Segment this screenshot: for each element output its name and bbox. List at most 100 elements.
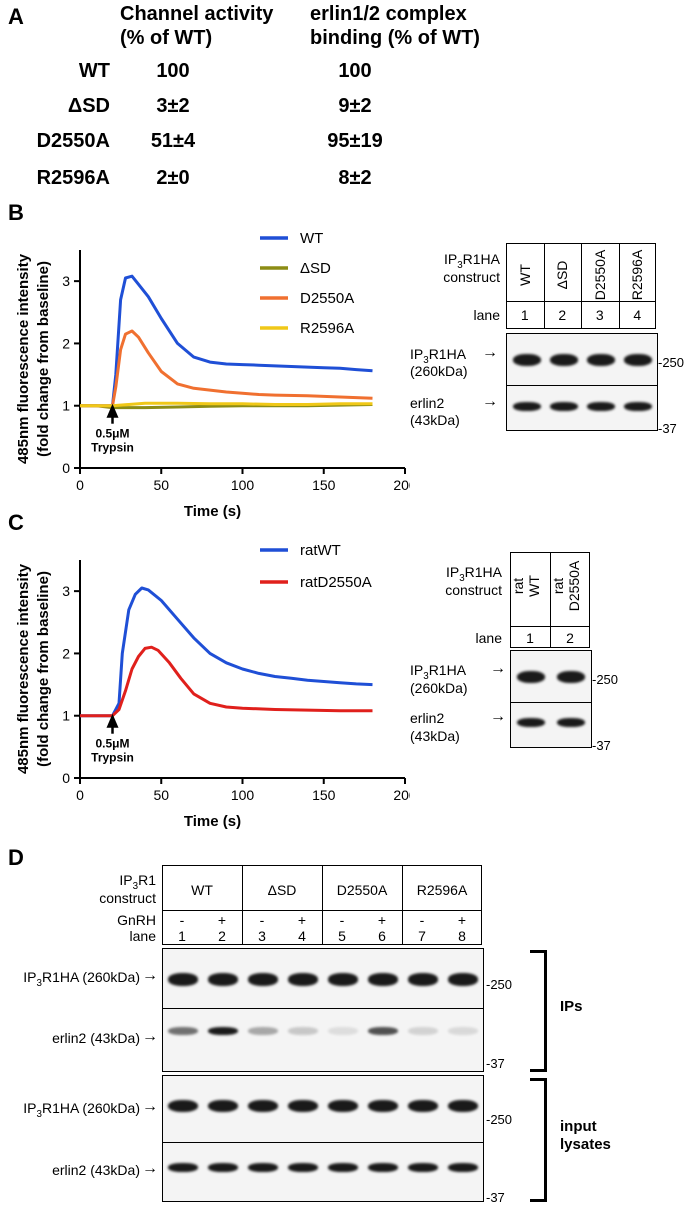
lane-name: D2550A — [591, 249, 608, 301]
chart-b: 0 1 2 3 0 50 100 150 200 Time (s) 485nm fluorescen… — [15, 230, 410, 520]
protein-band — [288, 1163, 318, 1172]
x-tick-label: 100 — [231, 477, 255, 493]
protein-band — [587, 402, 615, 411]
panel-letter-c: C — [8, 510, 24, 535]
mw-marker: -250 — [486, 1112, 513, 1127]
series-line — [80, 274, 373, 408]
arrow-up-icon — [106, 713, 119, 728]
legend-label: WT — [300, 230, 323, 247]
protein-band — [368, 1027, 398, 1035]
lane-number: 7 — [418, 928, 426, 944]
gnrh-value: + — [457, 912, 467, 928]
protein-band — [288, 973, 318, 986]
protein-band — [368, 1163, 398, 1172]
protein-band — [517, 718, 545, 727]
lane-number: 2 — [558, 307, 567, 323]
row-label: IP3R1HA (260kDa) — [23, 1099, 140, 1120]
lane-name: rat D2550A — [550, 546, 590, 626]
gnrh-value: - — [419, 912, 425, 928]
protein-band — [168, 1163, 198, 1172]
protein-band — [208, 973, 238, 986]
bracket-label: IPs — [560, 998, 583, 1015]
panel-letter-d: D — [8, 845, 24, 870]
legend-label: ΔSD — [300, 260, 331, 277]
chart-c: 0 1 2 3 0 50 100 150 200 Time (s) 485nm fluorescen… — [15, 542, 410, 830]
lane-name: ΔSD — [554, 260, 571, 290]
y-tick-label: 0 — [62, 770, 70, 786]
construct-label: IP3R1HA — [443, 251, 500, 271]
protein-band — [168, 1027, 198, 1035]
lane-name-line: rat — [550, 577, 566, 595]
series-line — [80, 329, 373, 408]
table-header-channel-activity: Channel activity (% of WT) — [120, 2, 273, 50]
group-divider — [402, 865, 403, 945]
row-label: IP3R1HA (260kDa) — [23, 969, 140, 989]
row-label: (260kDa) — [410, 363, 468, 379]
gnrh-value: + — [217, 912, 227, 928]
lane-label: lane — [475, 630, 502, 646]
group-name: D2550A — [336, 882, 388, 898]
row-label: WT — [78, 60, 110, 82]
protein-band — [513, 354, 541, 366]
header-line: binding (% of WT) — [310, 27, 480, 49]
protein-band — [208, 1100, 238, 1112]
protein-band — [448, 973, 478, 986]
protein-band — [408, 973, 438, 986]
protein-band — [208, 1027, 238, 1035]
mw-marker: -250 — [592, 672, 619, 687]
protein-band — [408, 1163, 438, 1172]
row-label: erlin2 — [410, 710, 445, 726]
protein-band — [557, 671, 585, 683]
protein-band — [513, 402, 541, 411]
header-line: (% of WT) — [120, 27, 213, 49]
annotation-text: 0.5μM — [95, 737, 129, 751]
x-axis-label: Time (s) — [184, 503, 241, 520]
series-line — [80, 586, 373, 718]
lane-label: lane — [129, 928, 156, 944]
legend-label: D2550A — [300, 290, 354, 307]
row-label: IP3R1HA — [410, 346, 467, 366]
row-label: (43kDa) — [410, 412, 460, 428]
mw-marker: -37 — [486, 1056, 505, 1071]
protein-band — [248, 973, 278, 986]
lane-number: 2 — [218, 928, 226, 944]
y-tick-label: 1 — [62, 398, 70, 414]
protein-band — [624, 402, 652, 411]
activity-value: 2±0 — [156, 167, 190, 189]
bracket-ips — [530, 950, 547, 1072]
protein-band — [288, 1100, 318, 1112]
x-tick-label: 100 — [231, 787, 255, 803]
y-tick-label: 3 — [62, 273, 70, 289]
lane-divider — [543, 243, 545, 329]
blot-strip — [162, 1075, 484, 1144]
protein-band — [248, 1100, 278, 1112]
binding-value: 95±19 — [327, 130, 383, 152]
arrow-right-icon: → — [142, 1160, 158, 1177]
row-label: erlin2 (43kDa) — [52, 1030, 140, 1046]
lane-label: lane — [473, 307, 500, 323]
lane-name-line: rat — [510, 577, 526, 595]
protein-band — [408, 1100, 438, 1112]
protein-band — [248, 1163, 278, 1172]
row-label: (43kDa) — [410, 728, 460, 744]
protein-band — [587, 354, 615, 366]
arrow-up-icon — [106, 403, 119, 418]
group-name: R2596A — [416, 882, 468, 898]
arrow-right-icon: → — [482, 393, 498, 410]
x-tick-label: 150 — [312, 477, 336, 493]
lane-number: 2 — [566, 630, 574, 646]
protein-band — [448, 1163, 478, 1172]
table-header-erlin-binding: erlin1/2 complex binding (% of WT) — [310, 2, 480, 50]
gnrh-value: - — [259, 912, 265, 928]
x-tick-label: 0 — [76, 787, 84, 803]
x-tick-label: 200 — [393, 787, 410, 803]
bracket-label: input — [560, 1118, 597, 1135]
protein-band — [328, 1163, 358, 1172]
lane-name: WT — [516, 264, 533, 286]
protein-band — [248, 1027, 278, 1035]
protein-band — [448, 1100, 478, 1112]
construct-label: IP3R1HA — [445, 564, 502, 584]
blot-strip — [162, 1142, 484, 1202]
lane-divider — [506, 301, 656, 302]
x-axis-label: Time (s) — [184, 813, 241, 830]
